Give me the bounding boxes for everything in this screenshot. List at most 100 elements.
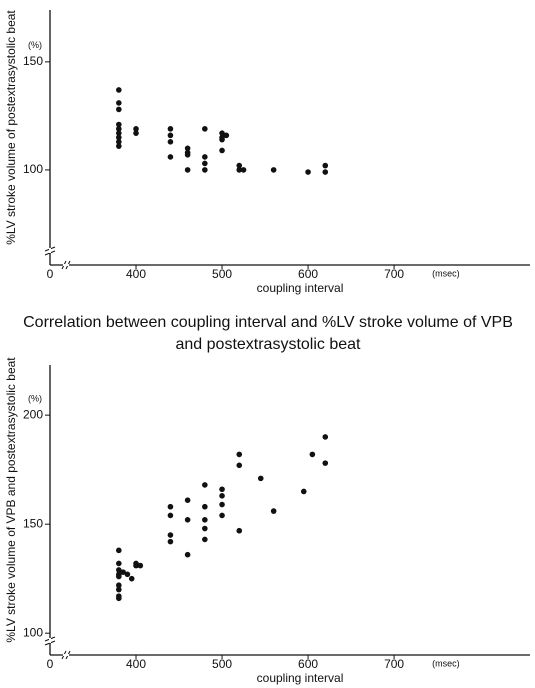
point [116,595,122,602]
point [116,134,122,141]
point [305,169,311,175]
point [133,562,139,569]
x-tick-label: 700 [384,657,404,671]
y-unit: (%) [28,394,42,404]
point [116,130,122,136]
point [133,126,139,132]
point [116,547,122,554]
point [116,582,122,589]
point [116,139,122,145]
origin-label: 0 [47,267,54,281]
point [167,126,174,132]
point [322,434,329,440]
y-axis-label: %LV stroke volume of postextrasystolic b… [4,10,18,245]
y-unit: (%) [28,40,42,50]
point [240,167,247,173]
x-unit: (msec) [432,268,460,278]
point [236,527,243,534]
y-tick-label: 100 [23,625,43,639]
point [167,139,174,145]
point [202,154,208,160]
x-tick-label: 700 [384,267,404,281]
point [219,501,225,508]
point [167,532,174,538]
point [270,508,277,514]
point [202,536,208,543]
point [124,571,131,578]
x-tick-label: 400 [126,267,146,281]
point [202,503,208,510]
point [202,160,208,167]
x-break-gap [63,654,69,656]
point [184,517,191,523]
point [219,486,225,493]
point [184,167,191,173]
point [219,512,225,519]
y-tick-label: 100 [23,162,43,176]
origin-label: 0 [47,657,54,671]
point [184,497,191,503]
point [120,569,126,575]
point [202,517,208,523]
point [116,560,122,567]
x-axis-label: coupling interval [257,281,344,295]
point [116,121,122,128]
point [116,106,122,113]
point [128,575,135,582]
point [236,167,243,173]
x-tick-label: 600 [298,657,318,671]
point [219,493,225,499]
y-break-gap [49,638,51,643]
point [223,132,230,139]
point [184,551,191,558]
point [167,132,174,139]
point [309,451,316,458]
point [236,462,243,469]
x-axis-label: coupling interval [257,671,344,685]
point [322,169,329,175]
y-tick-label: 150 [23,516,43,530]
point [116,87,122,93]
point [322,162,329,169]
point [116,143,122,149]
point [322,460,329,466]
x-tick-label: 500 [212,657,232,671]
point [202,126,208,132]
point [167,503,174,510]
x-tick-label: 500 [212,267,232,281]
point [116,586,122,593]
point [167,538,174,545]
point [219,136,225,143]
point [116,126,122,132]
point [257,475,264,482]
x-tick-label: 400 [126,657,146,671]
point [133,130,139,136]
y-break-gap [49,248,51,253]
x-tick-label: 600 [298,267,318,281]
point [116,573,122,580]
point [202,167,208,173]
point [137,562,144,569]
point [116,567,122,573]
y-tick-label: 200 [23,407,43,421]
chart-title: Correlation between coupling interval an… [23,314,513,353]
x-unit: (msec) [432,658,460,668]
y-tick-label: 150 [23,54,43,68]
point [236,451,243,458]
point [219,130,225,136]
point [167,154,174,160]
x-break-gap [63,264,69,266]
point [300,488,307,495]
point [184,151,191,158]
point [116,100,122,106]
point [236,162,243,169]
point [202,525,208,532]
point [219,147,225,154]
point [270,167,277,173]
point [202,482,208,488]
point [167,512,174,519]
y-axis-label: %LV stroke volume of VPB and postextrasy… [4,357,18,643]
point [184,145,191,152]
